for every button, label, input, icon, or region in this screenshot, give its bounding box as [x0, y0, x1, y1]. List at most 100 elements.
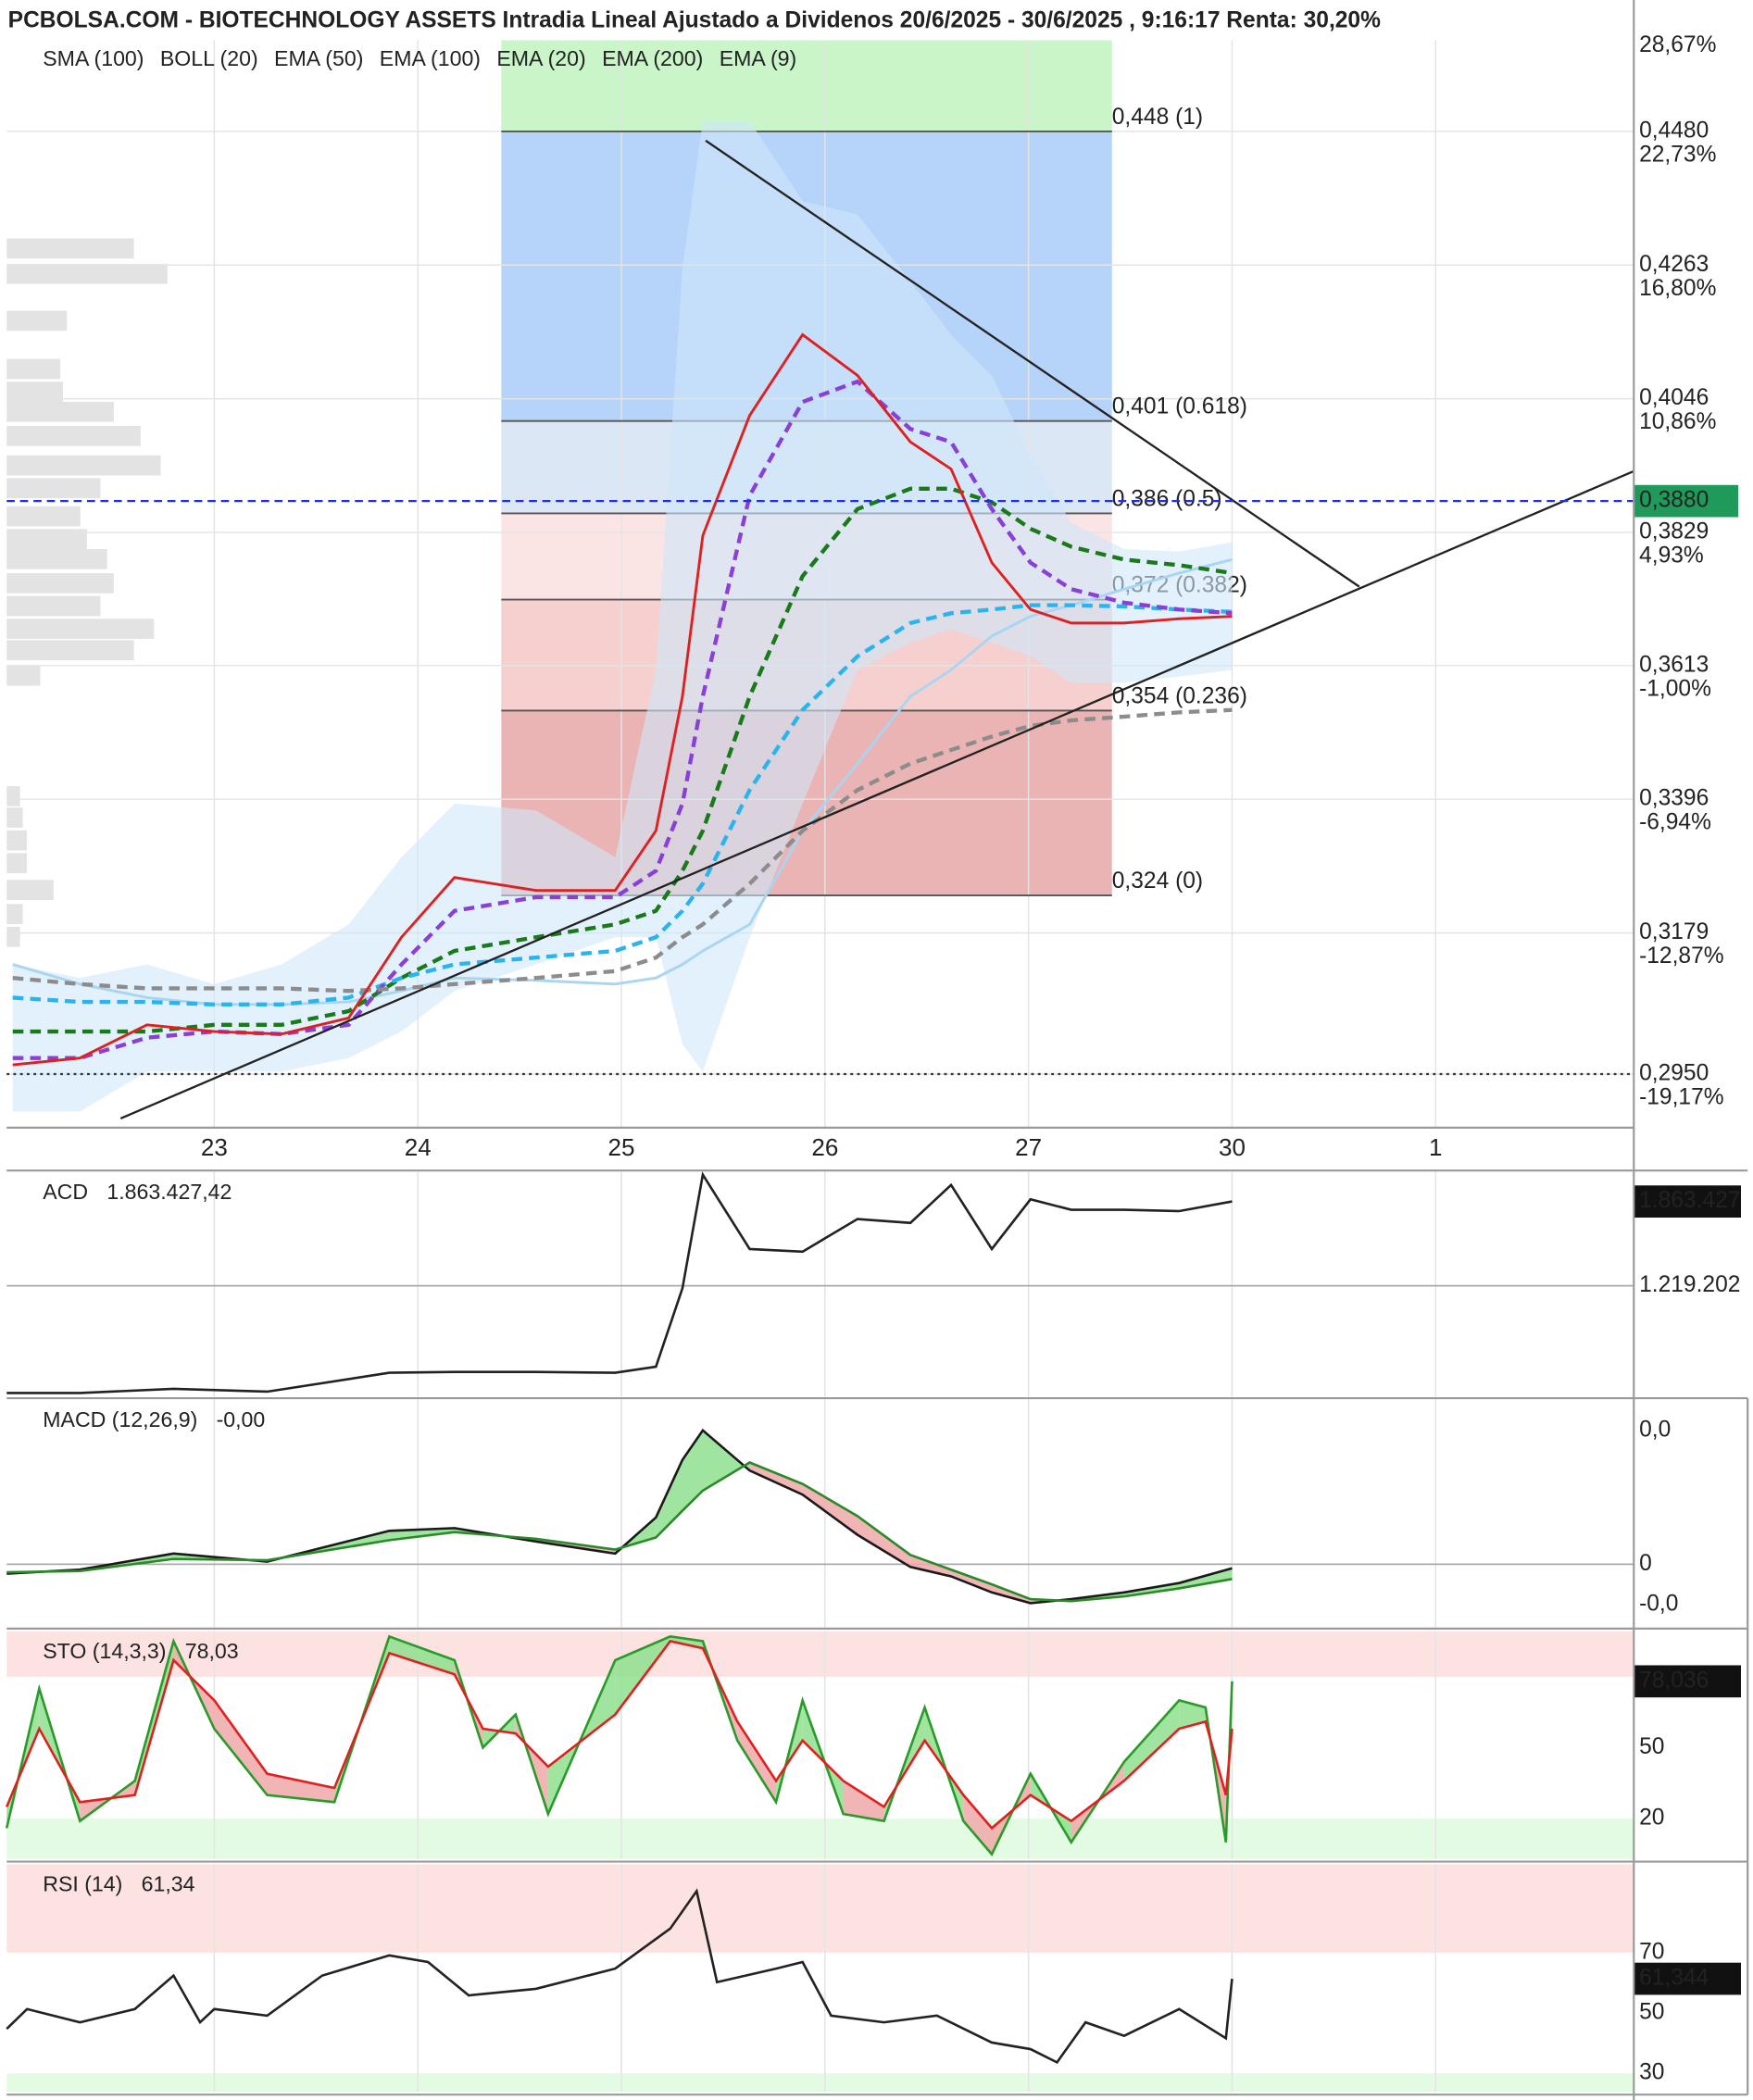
- fill-between: [802, 1483, 858, 1535]
- fill-between: [682, 1430, 703, 1511]
- volume-profile-bar: [6, 529, 87, 550]
- volume-profile-bar: [6, 880, 54, 900]
- value-box: [1634, 1665, 1741, 1698]
- frame: [6, 0, 1749, 2100]
- x-tick-label: 25: [608, 1133, 635, 1161]
- volume-profile-bar: [6, 830, 27, 851]
- y-tick-label: 78,036: [1639, 1668, 1709, 1693]
- series-line: [12, 557, 1233, 1006]
- series-line: [6, 1171, 1233, 1394]
- x-tick-label: 26: [811, 1133, 838, 1161]
- panel-current-value: -0,00: [217, 1407, 266, 1431]
- volume-profile-bar: [6, 853, 27, 874]
- fill-between: [1179, 1700, 1206, 1730]
- fill-between: [843, 1781, 884, 1821]
- fill-between: [910, 1555, 952, 1577]
- y-tick-label: 0,2950: [1639, 1060, 1709, 1085]
- x-tick-label: 27: [1015, 1133, 1042, 1161]
- legend-entry: EMA (200): [602, 46, 703, 70]
- bollinger-band: [12, 120, 1233, 1112]
- y-tick-pct-label: -19,17%: [1639, 1085, 1724, 1110]
- x-tick-label: 1: [1429, 1133, 1442, 1161]
- volume-profile-bar: [6, 310, 68, 331]
- volume-profile-bar: [6, 401, 114, 422]
- fill-between: [857, 1516, 911, 1568]
- trendline: [119, 470, 1634, 1119]
- fill-between: [951, 1569, 993, 1593]
- volume-profile-bar: [6, 573, 114, 594]
- y-tick-label: 30: [1639, 2060, 1664, 2085]
- fill-between: [656, 1459, 682, 1538]
- series-line: [5, 1634, 1233, 1856]
- plot-layer: 0,448 (1)0,401 (0.618)0,386 (0.5)0,372 (…: [5, 32, 1741, 2093]
- zone: [6, 1864, 1634, 1953]
- volume-profile-bar: [6, 595, 101, 617]
- chart-title: PCBOLSA.COM - BIOTECHNOLOGY ASSETS Intra…: [8, 8, 1381, 33]
- series-line: [6, 1888, 1233, 2065]
- volume-profile-bar: [6, 506, 81, 527]
- zone: [6, 2073, 1634, 2093]
- volume-profile-bar: [6, 381, 63, 402]
- legend-entry: EMA (100): [380, 46, 481, 70]
- fill-between: [267, 1773, 335, 1803]
- trendline: [705, 139, 1360, 588]
- y-tick-pct-label: 16,80%: [1639, 276, 1716, 301]
- volume-profile-bar: [6, 358, 61, 380]
- y-tick-label: -0,0: [1639, 1591, 1678, 1616]
- y-tick-pct-label: -6,94%: [1639, 810, 1711, 835]
- fib-label: 0,386 (0.5): [1112, 486, 1222, 511]
- legend-entry: EMA (20): [496, 46, 585, 70]
- fib-label: 0,448 (1): [1112, 105, 1203, 130]
- volume-profile-bar: [6, 619, 155, 639]
- y-tick-label: 0,3829: [1639, 519, 1709, 544]
- zone: [6, 1631, 1634, 1677]
- series-line: [12, 332, 1233, 1067]
- panel-title: MACD (12,26,9): [43, 1407, 197, 1431]
- price-box-label: 0,3880: [1639, 488, 1709, 513]
- fill-between: [702, 1430, 750, 1491]
- y-tick-label: 0,3396: [1639, 786, 1709, 811]
- fill-between: [749, 1462, 803, 1495]
- price-box: [1634, 484, 1739, 518]
- panel-current-value: 61,34: [142, 1872, 195, 1896]
- legend-entry: EMA (50): [274, 46, 363, 70]
- volume-profile-bar: [6, 786, 20, 806]
- y-tick-label: 61,344: [1639, 1966, 1709, 1991]
- fib-label: 0,324 (0): [1112, 869, 1203, 894]
- fill-between: [389, 1636, 455, 1675]
- y-tick-pct-label: 10,86%: [1639, 409, 1716, 434]
- panel-current-value: 78,03: [185, 1639, 239, 1663]
- y-tick-label: 50: [1639, 1734, 1664, 1759]
- legend-entry: SMA (100): [43, 46, 144, 70]
- volume-profile-bar: [6, 926, 20, 947]
- y-tick-pct-label: 28,67%: [1639, 32, 1716, 57]
- y-tick-pct-label: 4,93%: [1639, 544, 1704, 569]
- y-tick-label: 0,0: [1639, 1417, 1671, 1442]
- series-line: [12, 603, 1233, 1006]
- fill-between: [737, 1721, 777, 1803]
- fill-between: [1179, 1568, 1233, 1589]
- panel-title: RSI (14): [43, 1872, 122, 1896]
- y-tick-label: 0,4046: [1639, 385, 1709, 410]
- fill-between: [214, 1700, 268, 1795]
- fib-label: 0,401 (0.618): [1112, 394, 1247, 419]
- volume-profile-bar: [6, 640, 134, 661]
- volume-profile-bar: [6, 425, 141, 446]
- y-tick-pct-label: 22,73%: [1639, 142, 1716, 167]
- y-tick-label: 20: [1639, 1806, 1664, 1831]
- volume-profile-bar: [6, 665, 41, 686]
- y-tick-label: 0,4263: [1639, 252, 1709, 277]
- y-tick-label: 0,3613: [1639, 652, 1709, 677]
- x-tick-label: 30: [1219, 1133, 1246, 1161]
- y-tick-label: 1.863.427: [1639, 1188, 1740, 1213]
- volume-profile-bar: [6, 238, 134, 259]
- y-tick-label: 0,3179: [1639, 919, 1709, 944]
- legend-entry: EMA (9): [720, 46, 797, 70]
- y-tick-pct-label: -1,00%: [1639, 676, 1711, 701]
- series-line: [6, 1640, 1233, 1831]
- fill-between: [963, 1794, 993, 1855]
- fib-label: 0,354 (0.236): [1112, 683, 1247, 708]
- y-tick-label: 50: [1639, 1999, 1664, 2024]
